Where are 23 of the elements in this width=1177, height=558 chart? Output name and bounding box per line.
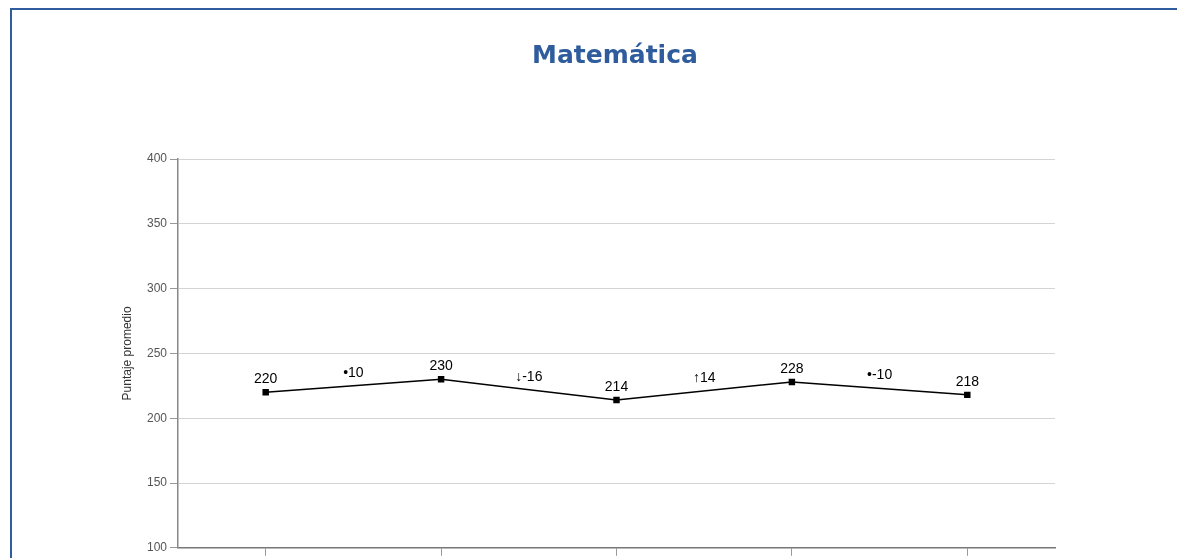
data-label: 218	[955, 372, 980, 389]
annotation: ↑14	[692, 368, 716, 385]
chart-title: Matemática	[531, 40, 699, 69]
data-label: 228	[780, 359, 804, 376]
data-label: 220	[254, 370, 278, 387]
y-tick-label: 200	[146, 410, 168, 425]
data-label: 214	[604, 377, 629, 394]
y-tick-label: 300	[146, 280, 168, 295]
y-tick-label: 100	[146, 540, 168, 555]
y-tick-label: 400	[146, 151, 168, 166]
point	[262, 389, 269, 396]
y-tick-label: 150	[146, 475, 168, 490]
point	[613, 396, 620, 404]
point	[437, 376, 445, 383]
annotation: •-10	[867, 366, 893, 383]
data-label: 230	[429, 357, 453, 374]
annotation: ↓-16	[515, 367, 543, 384]
y-axis-title: Puntaje promedio	[119, 306, 134, 401]
point	[788, 378, 796, 386]
y-tick-label: 250	[146, 345, 168, 360]
y-tick-label: 350	[146, 216, 168, 231]
annotation: •10	[343, 363, 364, 380]
point	[964, 391, 971, 399]
